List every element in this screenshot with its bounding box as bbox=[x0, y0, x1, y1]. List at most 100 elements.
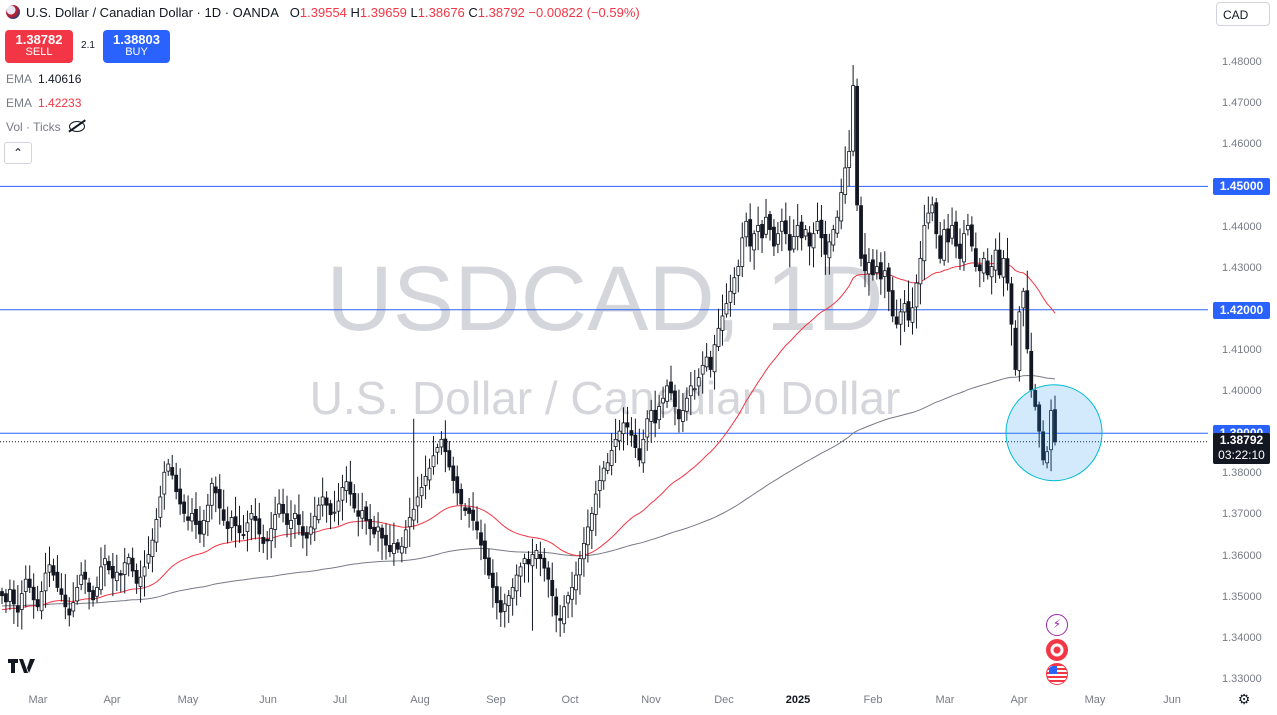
x-tick-label: Sep bbox=[486, 694, 506, 706]
y-tick-label: 1.38000 bbox=[1222, 467, 1262, 480]
candle-up bbox=[344, 481, 349, 491]
candle-up bbox=[103, 558, 107, 566]
candle-down bbox=[677, 409, 681, 420]
candle-up bbox=[617, 430, 622, 442]
candle-down bbox=[498, 600, 503, 613]
candle-up bbox=[122, 562, 127, 575]
candle-up bbox=[712, 344, 717, 373]
candle-up bbox=[764, 216, 768, 235]
candle-down bbox=[894, 316, 899, 325]
lightning-icon[interactable]: ⚡ bbox=[1046, 614, 1068, 636]
candle-up bbox=[1017, 311, 1022, 371]
chevron-up-icon[interactable]: ⌃ bbox=[4, 142, 32, 164]
us-flag-icon[interactable] bbox=[1046, 663, 1068, 685]
currency-button[interactable]: CAD bbox=[1216, 2, 1270, 26]
candle-up bbox=[245, 522, 250, 532]
candle-up bbox=[293, 513, 297, 519]
candle-up bbox=[700, 364, 705, 375]
buy-button[interactable]: 1.38803 BUY bbox=[103, 30, 170, 63]
candle-up bbox=[752, 233, 757, 251]
candle-up bbox=[360, 510, 365, 519]
ema-legend-fast[interactable]: EMA 1.42233 bbox=[6, 96, 81, 110]
candle-down bbox=[348, 481, 353, 495]
candle-down bbox=[134, 570, 139, 584]
candle-up bbox=[835, 216, 840, 234]
candle-down bbox=[55, 571, 60, 588]
candle-down bbox=[15, 605, 20, 613]
candle-up bbox=[720, 315, 725, 331]
candle-up bbox=[530, 554, 535, 567]
ema-fast-value: 1.42233 bbox=[38, 96, 82, 110]
candle-up bbox=[910, 307, 915, 323]
gear-icon[interactable]: ⚙ bbox=[1237, 691, 1251, 707]
candle-down bbox=[977, 264, 982, 272]
candle-up bbox=[8, 589, 12, 602]
candle-up bbox=[502, 603, 507, 612]
candle-up bbox=[918, 257, 923, 285]
candle-up bbox=[138, 576, 143, 587]
candle-down bbox=[388, 545, 392, 553]
watermark-ticker: USDCAD, 1D bbox=[326, 248, 883, 350]
candle-up bbox=[724, 303, 729, 315]
canada-flag-icon[interactable] bbox=[1046, 639, 1068, 661]
sell-price: 1.38782 bbox=[15, 32, 63, 47]
candle-up bbox=[657, 406, 662, 421]
low-value: 1.38676 bbox=[417, 5, 465, 20]
candle-up bbox=[154, 519, 159, 543]
candle-up bbox=[312, 515, 317, 530]
candle-up bbox=[898, 311, 903, 325]
tradingview-logo-icon[interactable] bbox=[8, 657, 40, 675]
y-tick-label: 1.43000 bbox=[1222, 261, 1262, 274]
candle-down bbox=[787, 234, 792, 251]
candle-up bbox=[534, 550, 539, 559]
candle-down bbox=[63, 594, 68, 608]
candle-up bbox=[661, 397, 665, 404]
candle-down bbox=[973, 248, 978, 268]
symbol-title[interactable]: U.S. Dollar / Canadian Dollar · 1D · OAN… bbox=[26, 5, 279, 20]
flag-icon bbox=[6, 5, 20, 19]
candle-up bbox=[645, 418, 650, 438]
candle-up bbox=[162, 471, 167, 495]
spread-value: 2.1 bbox=[81, 40, 95, 51]
eye-hidden-icon[interactable] bbox=[68, 121, 85, 132]
candle-up bbox=[1049, 410, 1053, 451]
candle-down bbox=[768, 214, 772, 230]
y-tick-label: 1.48000 bbox=[1222, 56, 1262, 68]
candle-up bbox=[665, 385, 669, 402]
candle-down bbox=[863, 254, 867, 272]
candle-up bbox=[688, 385, 693, 397]
close-label: C bbox=[468, 5, 478, 20]
candle-down bbox=[257, 518, 262, 535]
candle-up bbox=[340, 487, 345, 501]
volume-legend[interactable]: Vol · Ticks bbox=[6, 120, 85, 134]
candle-up bbox=[914, 282, 919, 308]
candle-up bbox=[518, 566, 523, 577]
x-tick-label: Apr bbox=[1010, 694, 1028, 706]
x-tick-label: May bbox=[177, 694, 199, 706]
high-label: H bbox=[350, 5, 360, 20]
candle-down bbox=[59, 588, 64, 595]
level-price-tag: 1.45000 bbox=[1213, 178, 1270, 196]
sell-button[interactable]: 1.38782 SELL bbox=[5, 30, 73, 63]
watermark-name: U.S. Dollar / Canadian Dollar bbox=[310, 372, 901, 424]
candle-up bbox=[867, 262, 871, 275]
ema-legend-slow[interactable]: EMA 1.40616 bbox=[6, 72, 81, 86]
candle-up bbox=[229, 517, 234, 529]
candle-down bbox=[265, 539, 270, 542]
candle-down bbox=[483, 540, 487, 560]
candle-up bbox=[419, 487, 424, 497]
candle-up bbox=[728, 290, 733, 303]
candle-down bbox=[170, 467, 175, 476]
x-tick-label: Jun bbox=[259, 694, 277, 706]
buy-label: BUY bbox=[125, 46, 148, 58]
candle-up bbox=[831, 229, 836, 246]
candle-down bbox=[886, 267, 891, 292]
candle-down bbox=[83, 571, 88, 580]
candle-up bbox=[716, 327, 721, 347]
candle-up bbox=[779, 220, 784, 232]
candle-up bbox=[966, 225, 970, 231]
candle-up bbox=[514, 574, 519, 592]
candle-down bbox=[130, 557, 135, 572]
